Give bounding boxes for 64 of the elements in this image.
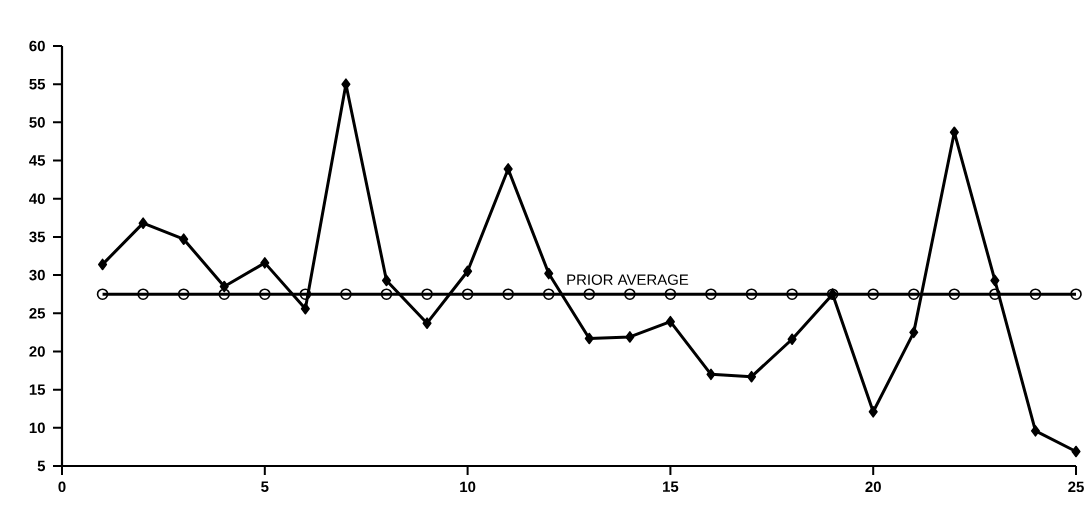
point bbox=[502, 288, 514, 300]
point bbox=[380, 288, 393, 300]
point bbox=[1070, 288, 1082, 300]
point bbox=[907, 288, 920, 300]
y-tick-label: 5 bbox=[37, 460, 46, 472]
point bbox=[584, 332, 594, 345]
y-tick-label: 50 bbox=[29, 117, 45, 128]
x-tick-label: 0 bbox=[58, 481, 66, 493]
y-tick-label: 30 bbox=[29, 269, 45, 281]
point bbox=[705, 288, 717, 300]
point bbox=[177, 288, 190, 300]
y-tick-label: 15 bbox=[29, 384, 46, 395]
point bbox=[179, 233, 189, 245]
point bbox=[909, 326, 919, 339]
point bbox=[421, 288, 433, 300]
point bbox=[461, 288, 474, 300]
point bbox=[138, 217, 148, 229]
point bbox=[96, 288, 109, 300]
point bbox=[625, 331, 635, 343]
point bbox=[98, 258, 108, 271]
point bbox=[990, 274, 1000, 287]
x-tick-label: 10 bbox=[460, 481, 476, 493]
point bbox=[422, 317, 432, 329]
point bbox=[259, 288, 271, 300]
point bbox=[786, 288, 798, 300]
point bbox=[745, 288, 758, 300]
y-tick-label: 25 bbox=[29, 307, 46, 319]
x-tick-label: 25 bbox=[1068, 481, 1084, 493]
point bbox=[624, 288, 636, 300]
point bbox=[463, 265, 473, 278]
point bbox=[218, 288, 231, 300]
point bbox=[706, 368, 716, 381]
point bbox=[300, 302, 310, 315]
point bbox=[1029, 288, 1042, 300]
point bbox=[1030, 425, 1040, 437]
point bbox=[503, 163, 513, 175]
point bbox=[544, 267, 554, 280]
y-tick-label: 10 bbox=[29, 422, 45, 434]
point bbox=[583, 288, 596, 300]
point bbox=[746, 370, 757, 383]
point bbox=[1071, 445, 1081, 458]
point bbox=[664, 288, 677, 300]
y-tick-label: 55 bbox=[29, 78, 46, 90]
point bbox=[340, 288, 352, 300]
y-tick-label: 35 bbox=[29, 231, 46, 243]
y-tick-label: 40 bbox=[29, 193, 45, 205]
y-tick-label: 60 bbox=[29, 40, 45, 52]
point bbox=[868, 405, 878, 418]
point bbox=[381, 274, 392, 287]
x-tick-label: 20 bbox=[865, 481, 881, 493]
point bbox=[665, 315, 675, 328]
x-tick-label: 5 bbox=[261, 481, 269, 492]
series-label: PRIOR AVERAGE bbox=[567, 274, 689, 285]
y-tick-label: 45 bbox=[29, 155, 46, 166]
point bbox=[542, 288, 555, 300]
y-tick-label: 20 bbox=[29, 346, 45, 357]
point bbox=[260, 257, 270, 269]
point bbox=[137, 288, 149, 300]
point bbox=[867, 288, 880, 300]
point bbox=[948, 288, 961, 300]
point bbox=[989, 288, 1001, 300]
point bbox=[787, 333, 797, 346]
point bbox=[299, 288, 312, 300]
x-tick-label: 15 bbox=[663, 481, 679, 492]
